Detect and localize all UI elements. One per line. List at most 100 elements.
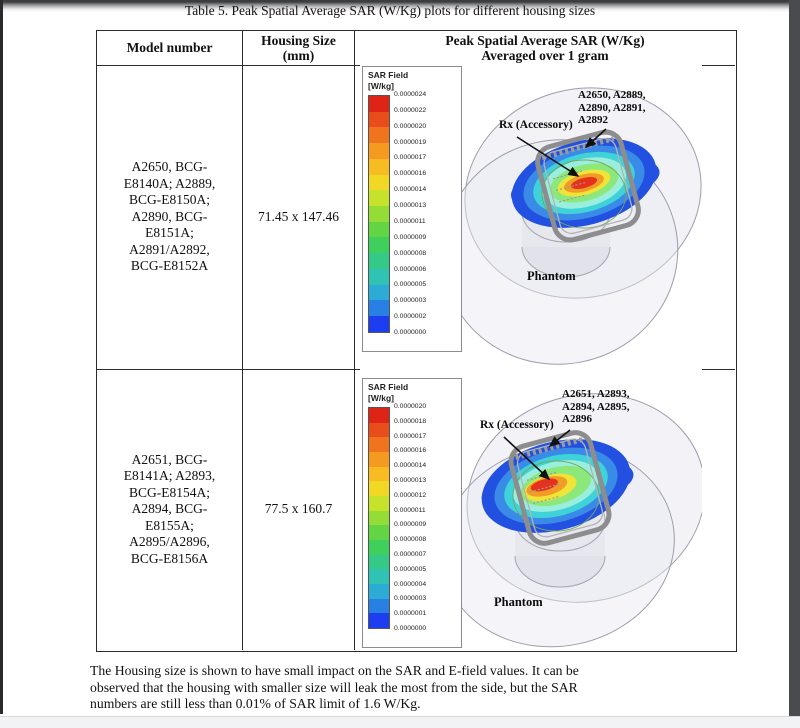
legend-tick-label: 0.0000009 bbox=[394, 521, 427, 529]
table-outer-border bbox=[96, 30, 737, 652]
device-label-arrow bbox=[548, 429, 571, 447]
legend-tick-label: 0.0000004 bbox=[394, 580, 427, 588]
legend-color-band bbox=[369, 96, 389, 112]
rx-accessory-annotation-row2: Rx (Accessory) bbox=[480, 419, 554, 431]
table-column-divider-1 bbox=[242, 30, 243, 650]
viewer-left-edge bbox=[0, 0, 3, 714]
sar-plot-svg-row2 bbox=[441, 393, 702, 648]
legend-color-band bbox=[369, 451, 389, 467]
legend-color-band bbox=[369, 525, 389, 540]
legend-color-band bbox=[369, 583, 389, 599]
legend-color-band bbox=[369, 408, 389, 423]
legend-colorbar: 0.0000024 0.0000022 0.0000020 0.0000019 0.00… bbox=[368, 91, 458, 336]
legend-color-band bbox=[369, 422, 389, 438]
legend-tick-label: 0.0000011 bbox=[394, 217, 426, 225]
legend-color-band bbox=[369, 158, 389, 175]
legend-color-band bbox=[369, 111, 389, 128]
legend-color-band bbox=[369, 437, 389, 452]
legend-color-band bbox=[369, 268, 389, 285]
model-number-cell-row1: A2650, BCG- E8140A; A2889, BCG-E8150A; A… bbox=[123, 159, 216, 274]
housing-size-cell-row2: 77.5 x 160.7 bbox=[264, 501, 333, 517]
legend-tick-label: 0.0000022 bbox=[394, 106, 427, 114]
legend-color-band bbox=[369, 510, 389, 526]
legend-tick-label: 0.0000019 bbox=[394, 138, 427, 146]
sar-legend-row2: SAR Field [W/kg] 0.0000020 0.0000018 0.000… bbox=[362, 378, 462, 648]
legend-tick-label: 0.0000017 bbox=[394, 432, 427, 440]
column-header-housing-size: Housing Size (mm) bbox=[261, 32, 336, 64]
legend-color-band bbox=[369, 300, 389, 317]
legend-tick-label: 0.0000020 bbox=[394, 403, 427, 410]
legend-color-band bbox=[369, 284, 389, 301]
sar-plot-svg-row1 bbox=[441, 87, 702, 365]
legend-colorbar: 0.0000020 0.0000018 0.0000017 0.0000016 0.00… bbox=[368, 403, 458, 632]
legend-tick-label: 0.0000016 bbox=[394, 170, 427, 178]
sar-plot-row1: SAR Field [W/kg] 0.0000024 0.0000022 0.000… bbox=[360, 63, 702, 372]
legend-tick-label: 0.0000003 bbox=[394, 297, 427, 305]
device-outline bbox=[508, 430, 612, 546]
legend-color-band bbox=[369, 143, 389, 159]
legend-color-band bbox=[369, 554, 389, 570]
legend-color-band bbox=[369, 495, 389, 511]
legend-color-band bbox=[369, 190, 389, 207]
legend-tick-label: 0.0000000 bbox=[394, 329, 427, 336]
legend-tick-label: 0.0000013 bbox=[394, 477, 427, 484]
legend-tick-label: 0.0000018 bbox=[394, 417, 427, 425]
legend-color-band bbox=[369, 316, 389, 332]
table-column-divider-2 bbox=[354, 30, 355, 650]
sar-plot-row2: SAR Field [W/kg] 0.0000020 0.0000018 0.000… bbox=[360, 376, 702, 648]
legend-tick-label: 0.0000002 bbox=[394, 313, 427, 321]
legend-color-bar bbox=[368, 407, 390, 629]
phantom-annotation-row2: Phantom bbox=[494, 595, 543, 609]
legend-tick-label: 0.0000009 bbox=[394, 233, 427, 241]
legend-tick-label: 0.0000001 bbox=[394, 610, 427, 618]
rx-label-arrow bbox=[516, 136, 580, 177]
legend-color-band bbox=[369, 127, 389, 144]
legend-color-band bbox=[369, 174, 389, 191]
footer-note: The Housing size is shown to have small … bbox=[90, 663, 579, 712]
legend-tick-label: 0.0000016 bbox=[394, 447, 427, 455]
legend-tick-label: 0.0000006 bbox=[394, 265, 427, 273]
legend-tick-label: 0.0000012 bbox=[394, 491, 427, 499]
rx-accessory-annotation-row1: Rx (Accessory) bbox=[499, 119, 573, 131]
legend-tick-label: 0.0000007 bbox=[394, 551, 427, 558]
legend-tick-label: 0.0000008 bbox=[394, 249, 427, 257]
viewer-right-edge bbox=[789, 0, 800, 719]
legend-tick-label: 0.0000013 bbox=[394, 202, 427, 210]
phantom-annotation-row1: Phantom bbox=[527, 269, 576, 283]
legend-color-bar bbox=[368, 95, 390, 333]
legend-tick-label: 0.0000011 bbox=[394, 506, 426, 514]
sar-legend-row1: SAR Field [W/kg] 0.0000024 0.0000022 0.000… bbox=[362, 66, 462, 352]
viewer-bottom-bar bbox=[0, 716, 800, 728]
legend-tick-label: 0.0000024 bbox=[394, 91, 427, 98]
legend-tick-label: 0.0000003 bbox=[394, 595, 427, 603]
legend-tick-label: 0.0000014 bbox=[394, 186, 427, 194]
legend-color-band bbox=[369, 539, 389, 555]
device-label-arrow bbox=[584, 128, 607, 149]
legend-color-band bbox=[369, 237, 389, 254]
device-models-annotation-row2: A2651, A2893, A2894, A2895, A2896 bbox=[562, 388, 630, 425]
legend-title: SAR Field bbox=[368, 382, 409, 392]
legend-tick-label: 0.0000017 bbox=[394, 154, 427, 162]
legend-tick-label: 0.0000005 bbox=[394, 565, 427, 573]
rx-label-arrow bbox=[503, 436, 551, 481]
device-outline bbox=[535, 129, 641, 243]
legend-color-band bbox=[369, 221, 389, 238]
legend-color-band bbox=[369, 466, 389, 482]
legend-unit: [W/kg] bbox=[368, 81, 394, 91]
housing-size-cell-row1: 71.45 x 147.46 bbox=[258, 208, 339, 224]
legend-tick-label: 0.0000005 bbox=[394, 281, 427, 289]
legend-color-band bbox=[369, 481, 389, 496]
averaging-ring bbox=[541, 159, 627, 229]
legend-tick-label: 0.0000000 bbox=[394, 625, 427, 632]
legend-color-band bbox=[369, 613, 389, 628]
legend-color-band bbox=[369, 598, 389, 614]
legend-title: SAR Field bbox=[368, 70, 409, 80]
column-header-sar: Peak Spatial Average SAR (W/Kg) Averaged… bbox=[445, 32, 645, 64]
legend-color-band bbox=[369, 206, 389, 222]
device-models-annotation-row1: A2650, A2889, A2890, A2891, A2892 bbox=[578, 89, 646, 126]
legend-unit: [W/kg] bbox=[368, 393, 394, 403]
viewer-top-shadow bbox=[2, 0, 790, 12]
legend-tick-label: 0.0000014 bbox=[394, 462, 427, 470]
legend-tick-label: 0.0000008 bbox=[394, 536, 427, 544]
